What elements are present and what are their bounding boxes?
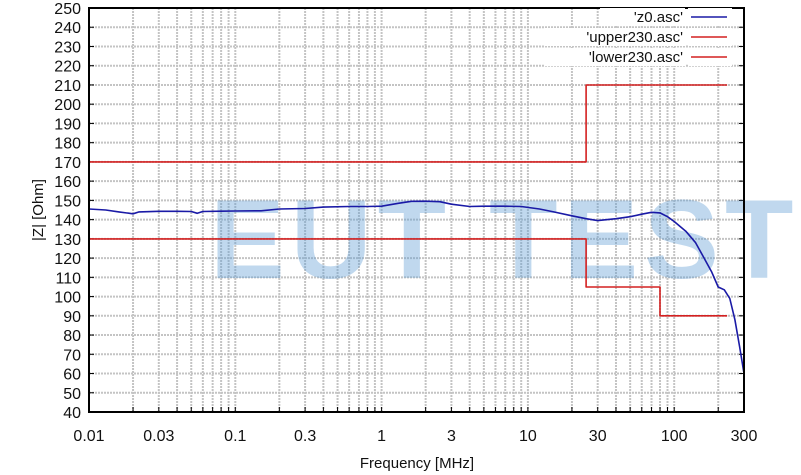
plot-frame [88, 7, 745, 413]
y-tick-label: 150 [54, 193, 81, 210]
x-tick-label: 1 [377, 428, 386, 445]
y-tick-label: 210 [54, 78, 81, 95]
y-tick-label: 250 [54, 1, 81, 18]
x-tick-label: 0.3 [294, 428, 316, 445]
y-tick-label: 190 [54, 116, 81, 133]
y-tick-label: 220 [54, 59, 81, 76]
legend: 'z0.asc' 'upper230.asc' 'lower230.asc' [545, 8, 732, 66]
y-tick-label: 240 [54, 20, 81, 37]
x-tick-label: 0.03 [143, 428, 174, 445]
y-tick-label: 120 [54, 251, 81, 268]
y-tick-label: 50 [63, 386, 81, 403]
x-tick-label: 30 [589, 428, 607, 445]
x-tick-label: 100 [661, 428, 688, 445]
y-tick-label: 130 [54, 232, 81, 249]
x-axis-label: Frequency [MHz] [360, 455, 474, 472]
legend-label-1: 'upper230.asc' [586, 29, 683, 46]
x-tick-label: 300 [731, 428, 758, 445]
x-tick-label: 10 [519, 428, 537, 445]
y-tick-label: 40 [63, 405, 81, 422]
y-tick-label: 230 [54, 39, 81, 56]
y-tick-label: 180 [54, 136, 81, 153]
y-tick-label: 160 [54, 174, 81, 191]
y-tick-label: 170 [54, 155, 81, 172]
series-line-2 [89, 238, 728, 317]
y-tick-label: 80 [63, 328, 81, 345]
y-tick-label: 100 [54, 290, 81, 307]
y-tick-label: 140 [54, 213, 81, 230]
series-line-0 [88, 200, 745, 374]
y-tick-label: 200 [54, 97, 81, 114]
x-axis-ticks: 0.01 0.03 0.1 0.3 1 3 10 30 100 300 [73, 428, 757, 445]
x-tick-label: 3 [447, 428, 456, 445]
y-tick-label: 90 [63, 309, 81, 326]
x-tick-label: 0.01 [73, 428, 104, 445]
y-tick-label: 70 [63, 347, 81, 364]
series-line-1 [89, 84, 728, 163]
series-lines [88, 84, 745, 374]
legend-label-0: 'z0.asc' [634, 9, 683, 26]
legend-label-2: 'lower230.asc' [589, 49, 683, 66]
y-tick-label: 110 [55, 270, 81, 287]
y-tick-label: 60 [63, 367, 81, 384]
y-axis-ticks: 40 50 60 70 80 90 100 110 120 130 140 150 160 170 180 1… [54, 1, 81, 422]
x-tick-label: 0.1 [224, 428, 246, 445]
y-axis-label: |Z| [Ohm] [30, 179, 47, 241]
grid-lines [89, 8, 744, 412]
